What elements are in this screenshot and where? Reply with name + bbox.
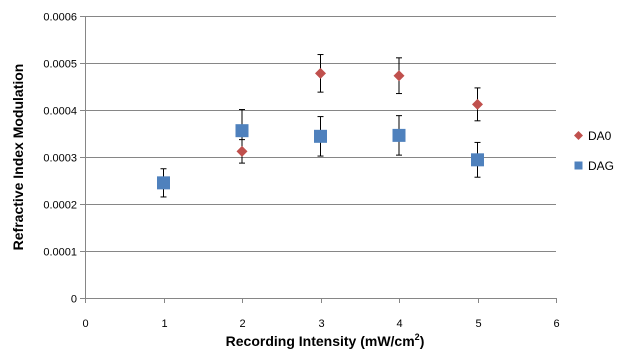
- y-tick-label: 0.0005: [43, 59, 77, 71]
- legend: DA0 DAG: [574, 129, 614, 173]
- y-tick-label: 0.0004: [43, 106, 77, 118]
- x-tick-label: 4: [396, 318, 402, 330]
- x-tick-label: 3: [318, 318, 324, 330]
- x-tick-label: 5: [475, 318, 481, 330]
- y-tick-label: 0: [71, 294, 77, 306]
- data-point-da0: [236, 145, 248, 157]
- tick-labels: 0 0.0001 0.0002 0.0003 0.0004 0.0005 0.0006 0 1 2…: [43, 12, 559, 331]
- data-point-dag: [314, 129, 327, 143]
- legend-marker-da0: [574, 131, 583, 140]
- error-bars: [160, 54, 481, 198]
- data-point-da0: [393, 70, 405, 82]
- y-tick-label: 0.0002: [43, 200, 77, 212]
- x-tick-label: 1: [161, 318, 167, 330]
- data-point-dag: [392, 128, 406, 142]
- legend-label-dag: DAG: [588, 159, 614, 173]
- y-tick-label: 0.0003: [43, 153, 77, 165]
- data-point-dag: [235, 124, 249, 138]
- axes: [80, 16, 557, 303]
- data-points: [157, 67, 484, 190]
- data-point-dag: [471, 153, 484, 167]
- x-tick-label: 6: [553, 318, 559, 330]
- data-point-dag: [157, 176, 170, 190]
- x-axis-title-superscript: 2: [415, 332, 420, 342]
- data-point-da0: [472, 98, 483, 110]
- x-tick-label: 2: [239, 318, 245, 330]
- legend-label-da0: DA0: [588, 129, 612, 143]
- y-axis-title: Refractive Index Modulation: [10, 64, 26, 251]
- x-tick-label: 0: [82, 318, 88, 330]
- y-tick-label: 0.0001: [43, 247, 77, 259]
- legend-marker-dag: [574, 161, 583, 170]
- y-tick-label: 0.0006: [43, 12, 77, 24]
- data-point-da0: [315, 67, 326, 79]
- x-axis-title: Recording Intensity (mW/cm2): [226, 332, 425, 349]
